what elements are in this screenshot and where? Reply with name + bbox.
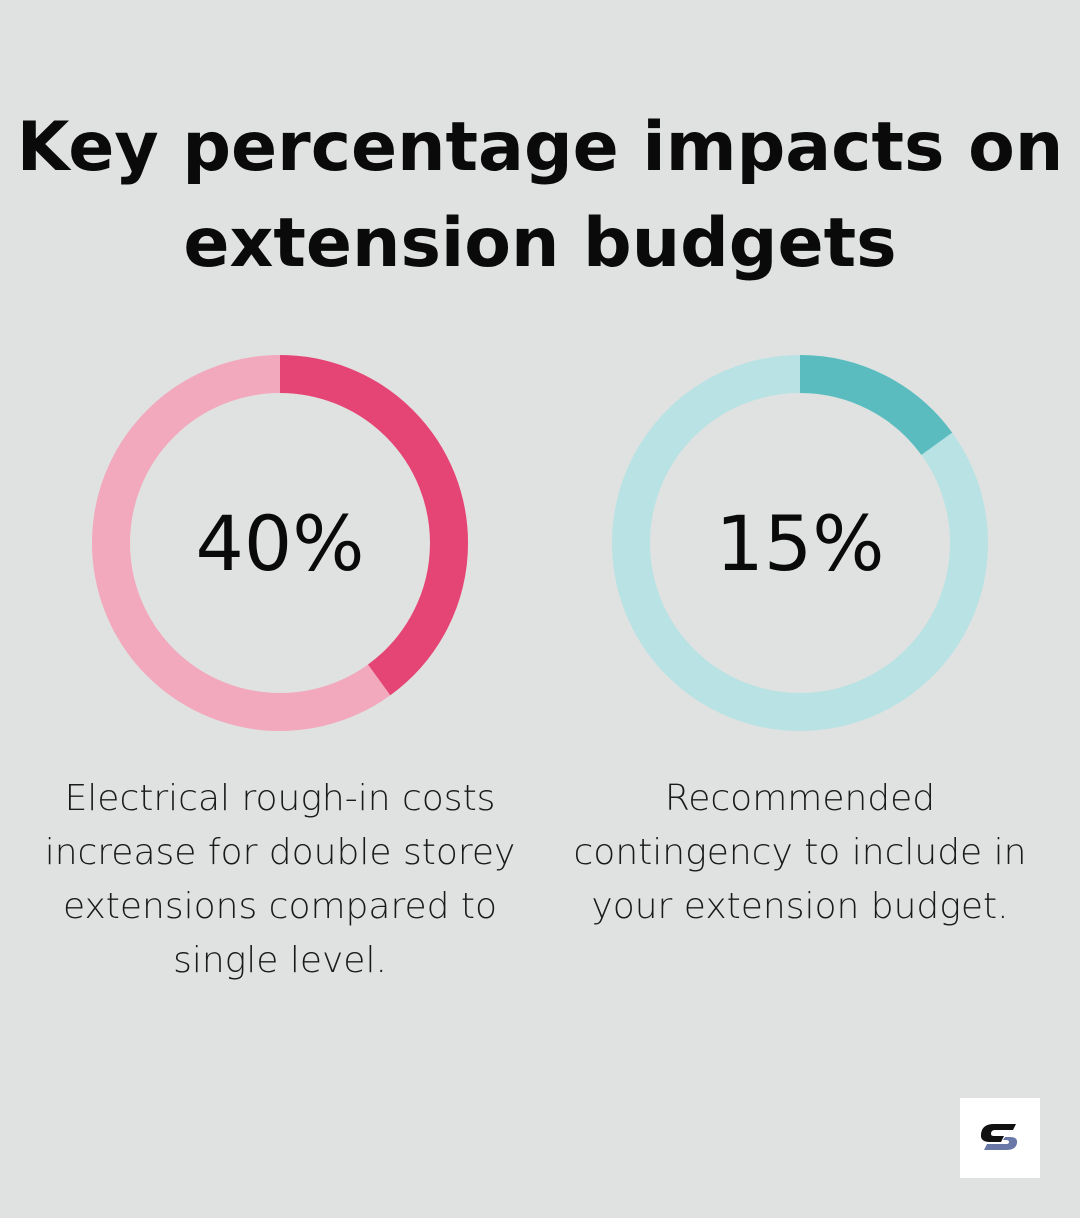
donut-description: Electrical rough-in costs increase for d… — [44, 778, 516, 981]
donut-percentage: 15% — [715, 498, 885, 588]
brand-logo — [960, 1098, 1040, 1178]
donut-chart-2: 15% — [611, 354, 989, 732]
brand-s-logo-icon — [980, 1124, 1018, 1150]
donut-chart-1: 40% — [91, 354, 469, 732]
donut-value-arc — [612, 355, 988, 731]
page-title: Key percentage impacts on extension budg… — [16, 108, 1064, 283]
donut-svg — [92, 355, 468, 731]
donut-value-arc — [92, 355, 468, 731]
donut-description: Recommended contingency to include in yo… — [573, 778, 1027, 927]
donut-percentage: 40% — [195, 498, 365, 588]
donut-svg — [612, 355, 988, 731]
